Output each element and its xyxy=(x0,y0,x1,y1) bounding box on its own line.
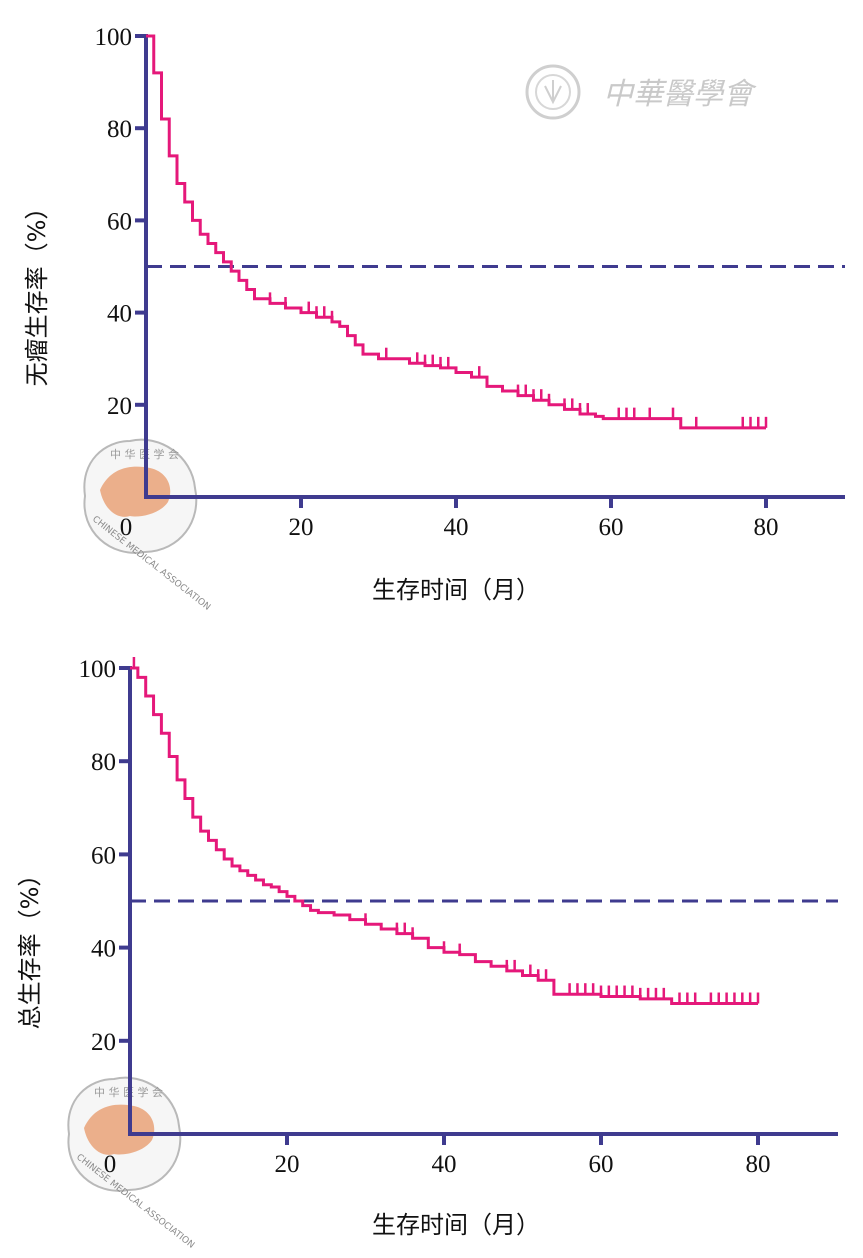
x-axis-title: 生存时间（月） xyxy=(372,1211,540,1239)
y-axis-title: 总生存率（%） xyxy=(16,863,44,1030)
watermark-text: 中華醫學會 xyxy=(603,77,757,112)
x-tick-label: 60 xyxy=(599,514,624,541)
x-tick-label: 80 xyxy=(754,514,779,541)
watermark: 中華醫學會 xyxy=(525,64,757,120)
x-tick-label: 40 xyxy=(444,514,469,541)
y-tick-label: 20 xyxy=(107,393,132,420)
x-tick-label: 60 xyxy=(589,1151,614,1178)
x-tick-label: 40 xyxy=(432,1151,457,1178)
y-tick-label: 100 xyxy=(95,24,133,51)
y-tick-label: 60 xyxy=(91,842,116,869)
y-tick-label: 40 xyxy=(107,301,132,328)
china-map-icon xyxy=(84,1104,155,1155)
km-curve-line xyxy=(130,666,758,1006)
y-tick-label: 40 xyxy=(91,936,116,963)
watermark-seal-icon xyxy=(525,64,581,120)
y-tick-label: 100 xyxy=(79,656,117,683)
y-tick-label: 80 xyxy=(91,749,116,776)
x-tick-label: 20 xyxy=(289,514,314,541)
x-tick-label: 0 xyxy=(104,1151,117,1178)
km-curve-line xyxy=(146,34,766,430)
y-tick-label: 80 xyxy=(107,116,132,143)
china-map-icon xyxy=(100,466,171,517)
y-axis-title: 无瘤生存率（%） xyxy=(23,196,51,387)
x-tick-label: 80 xyxy=(746,1151,771,1178)
x-tick-label: 0 xyxy=(120,514,133,541)
x-axis-title: 生存时间（月） xyxy=(372,576,540,604)
y-tick-label: 20 xyxy=(91,1029,116,1056)
x-tick-label: 20 xyxy=(275,1151,300,1178)
y-tick-label: 60 xyxy=(107,208,132,235)
